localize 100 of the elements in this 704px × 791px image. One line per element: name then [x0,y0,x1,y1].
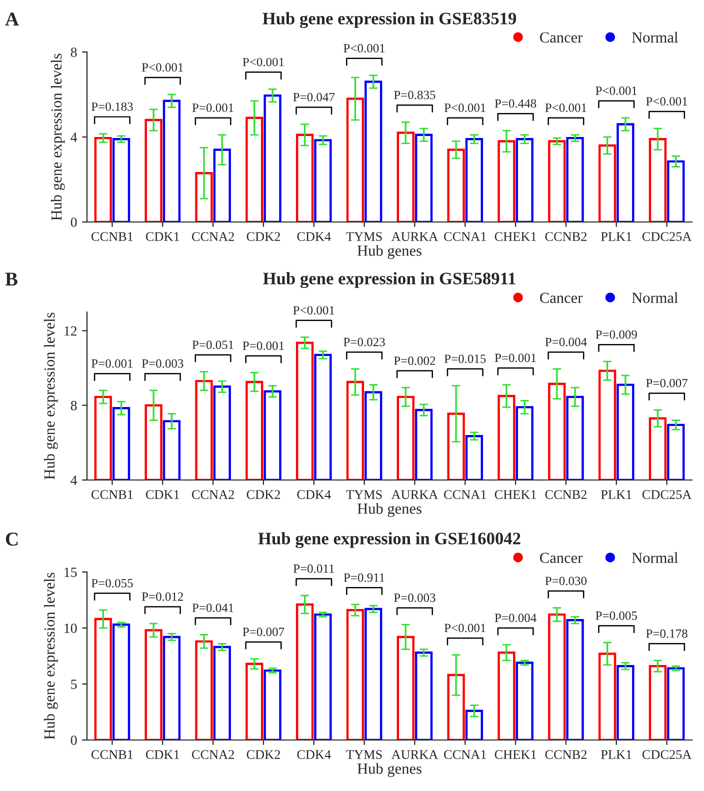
annotation: P=0.015 [444,354,486,364]
annotation: P=0.007 [242,628,284,636]
chart-title: Hub gene expression in GSE83519 [262,12,516,28]
legend-label: Normal [632,32,678,43]
annotation: P<0.001 [293,306,334,315]
x-tick-label: CCNB2 [545,232,586,242]
annotation: P=0.003 [142,359,184,368]
legend-label: Normal [632,552,678,563]
x-tick-label: CCNA1 [444,232,486,242]
y-axis-title: Hub gene expression levels [50,54,65,220]
x-tick-label: CCNA2 [192,750,234,760]
annotation: P<0.001 [444,104,486,112]
annotation: P=0.009 [596,330,637,339]
x-tick-label: CDK4 [297,232,331,242]
legend-label: Cancer [540,292,583,303]
x-tick-label: PLK1 [600,750,632,759]
x-axis-title: Hub genes [357,503,422,517]
x-tick-label: CDK2 [246,232,280,242]
x-tick-label: CDK1 [146,232,180,242]
annotation: P<0.001 [545,104,586,112]
x-tick-label: CCNA1 [444,490,486,500]
legend-label: Cancer [540,552,583,563]
x-tick-label: PLK1 [600,490,632,499]
y-tick-label: 0 [70,736,77,745]
text: A [5,12,19,26]
x-tick-label: CCNA2 [192,232,234,242]
annotation: P=0.023 [344,338,385,346]
annotation: P=0.012 [142,592,183,601]
x-tick-label: CCNB2 [545,750,586,760]
y-tick-label: 8 [70,400,77,410]
annotation: P=0.055 [92,578,133,588]
x-tick-label: TYMS [346,490,382,500]
annotation: P=0.448 [494,99,536,108]
x-tick-label: CHEK1 [494,232,536,242]
annotation: P=0.002 [394,356,436,365]
x-tick-label: CCNB1 [91,490,133,500]
annotation: P=0.004 [494,614,536,622]
x-tick-label: CDK2 [246,750,280,760]
x-tick-label: CHEK1 [494,750,536,760]
x-axis-title: Hub genes [357,245,422,259]
legend-label: Cancer [540,32,583,43]
annotation: P=0.911 [344,573,384,582]
annotation: P=0.001 [192,104,234,112]
annotation: P=0.183 [92,102,133,111]
y-tick-label: 10 [64,624,77,633]
x-tick-label: CCNB1 [91,232,133,242]
x-tick-label: CDK4 [297,490,331,500]
text: C [6,532,18,546]
x-tick-label: CCNB1 [91,750,133,760]
annotation: P=0.001 [242,342,284,350]
annotation: P=0.041 [192,604,234,612]
annotation: P=0.047 [293,92,335,102]
x-tick-label: CHEK1 [494,490,536,500]
x-tick-label: CDC25A [642,750,692,760]
x-tick-label: CCNA2 [192,490,234,500]
x-tick-label: CDC25A [642,490,692,500]
y-tick-label: 15 [64,568,77,577]
y-tick-label: 5 [71,680,77,689]
annotation: P=0.001 [494,354,536,362]
annotation: P=0.835 [394,90,436,100]
x-tick-label: CDC25A [642,232,692,242]
y-tick-label: 8 [70,48,77,57]
chart-title: Hub gene expression in GSE160042 [258,532,520,548]
x-tick-label: TYMS [346,232,382,242]
annotation: P=0.007 [646,378,688,388]
annotation: P=0.011 [293,564,334,573]
x-tick-label: CDK2 [246,490,280,500]
annotation: P<0.001 [142,63,183,72]
annotation: P=0.005 [596,611,637,620]
y-tick-label: 4 [70,476,78,485]
annotation: P=0.001 [92,359,133,368]
annotation: P=0.003 [394,594,436,602]
y-axis-title: Hub gene expression levels [44,572,58,740]
x-tick-label: AURKA [391,750,438,760]
x-tick-label: CCNB2 [545,490,586,500]
legend-label: Normal [632,292,678,303]
y-tick-label: 0 [70,218,77,227]
chart-title: Hub gene expression in GSE58911 [263,272,516,288]
y-tick-label: 4 [70,132,78,142]
text: B [5,272,18,286]
annotation: P=0.030 [545,576,587,586]
annotation: P<0.001 [444,624,486,632]
x-tick-label: AURKA [391,232,438,242]
annotation: P<0.001 [242,58,284,66]
y-axis-title: Hub gene expression levels [44,312,58,480]
annotation: P<0.001 [344,44,385,52]
annotation: P=0.051 [192,340,234,350]
x-tick-label: CDK1 [146,750,180,760]
y-tick-label: 12 [64,326,77,336]
x-axis-title: Hub genes [357,763,422,777]
x-tick-label: CCNA1 [444,750,486,760]
annotation: P=0.004 [545,338,587,346]
x-tick-label: PLK1 [600,232,632,241]
x-tick-label: AURKA [391,490,438,500]
annotation: P<0.001 [646,97,688,106]
x-tick-label: CDK1 [146,490,180,500]
x-tick-label: CDK4 [297,750,331,760]
annotation: P=0.178 [646,629,688,638]
annotation: P<0.001 [596,86,637,95]
x-tick-label: TYMS [346,750,382,760]
